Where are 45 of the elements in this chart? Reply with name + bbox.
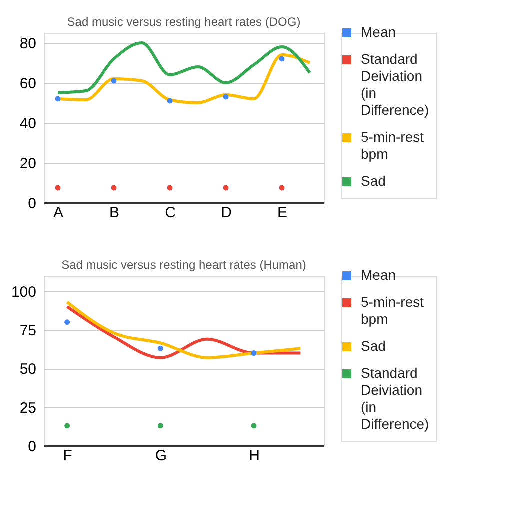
x-tick-label: A xyxy=(53,204,64,222)
legend-label: Sad xyxy=(361,338,386,354)
line-series xyxy=(56,42,312,94)
legend-label: 5-min-rest bpm xyxy=(361,294,424,327)
point xyxy=(251,350,257,356)
y-tick-label: 75 xyxy=(20,322,36,340)
y-tick-label: 100 xyxy=(11,284,36,301)
y-tick-label: 25 xyxy=(20,400,36,417)
point xyxy=(64,320,70,326)
legend-label: Sad xyxy=(361,173,386,189)
point xyxy=(223,94,229,100)
x-tick-label: E xyxy=(277,204,288,222)
y-tick-label: 60 xyxy=(20,76,36,92)
legend-label: Standard Deiviation (in Difference) xyxy=(361,365,430,432)
y-tick-label: 20 xyxy=(20,156,36,172)
point xyxy=(279,185,285,191)
legend-label: Mean xyxy=(361,267,396,283)
point xyxy=(223,185,229,191)
point xyxy=(158,346,164,352)
point xyxy=(55,185,61,191)
point xyxy=(167,98,173,104)
point xyxy=(158,423,164,429)
point xyxy=(111,185,117,191)
point xyxy=(167,185,173,191)
y-tick-label: 50 xyxy=(20,361,36,378)
y-tick-label: 40 xyxy=(20,116,36,132)
chart-title: Sad music versus resting heart rates (Human) xyxy=(62,258,306,272)
x-tick-label: C xyxy=(165,204,176,222)
legend-label: Mean xyxy=(361,24,396,40)
legend-label: Standard Deiviation (in Difference) xyxy=(361,51,430,118)
x-tick-label: F xyxy=(63,448,72,464)
point xyxy=(279,56,285,62)
chart-title: Sad music versus resting heart rates (DOG) xyxy=(67,15,301,29)
point xyxy=(111,78,117,84)
legend-label: 5-min-rest bpm xyxy=(361,129,424,162)
x-tick-label: G xyxy=(155,448,168,464)
x-tick-label: D xyxy=(221,204,232,222)
point xyxy=(64,423,70,429)
point xyxy=(55,96,61,102)
x-tick-label: H xyxy=(249,448,260,464)
point xyxy=(251,423,257,429)
y-tick-label: 0 xyxy=(28,438,36,456)
x-tick-label: B xyxy=(109,204,120,222)
y-tick-label: 0 xyxy=(28,196,36,212)
y-tick-label: 80 xyxy=(20,36,36,52)
